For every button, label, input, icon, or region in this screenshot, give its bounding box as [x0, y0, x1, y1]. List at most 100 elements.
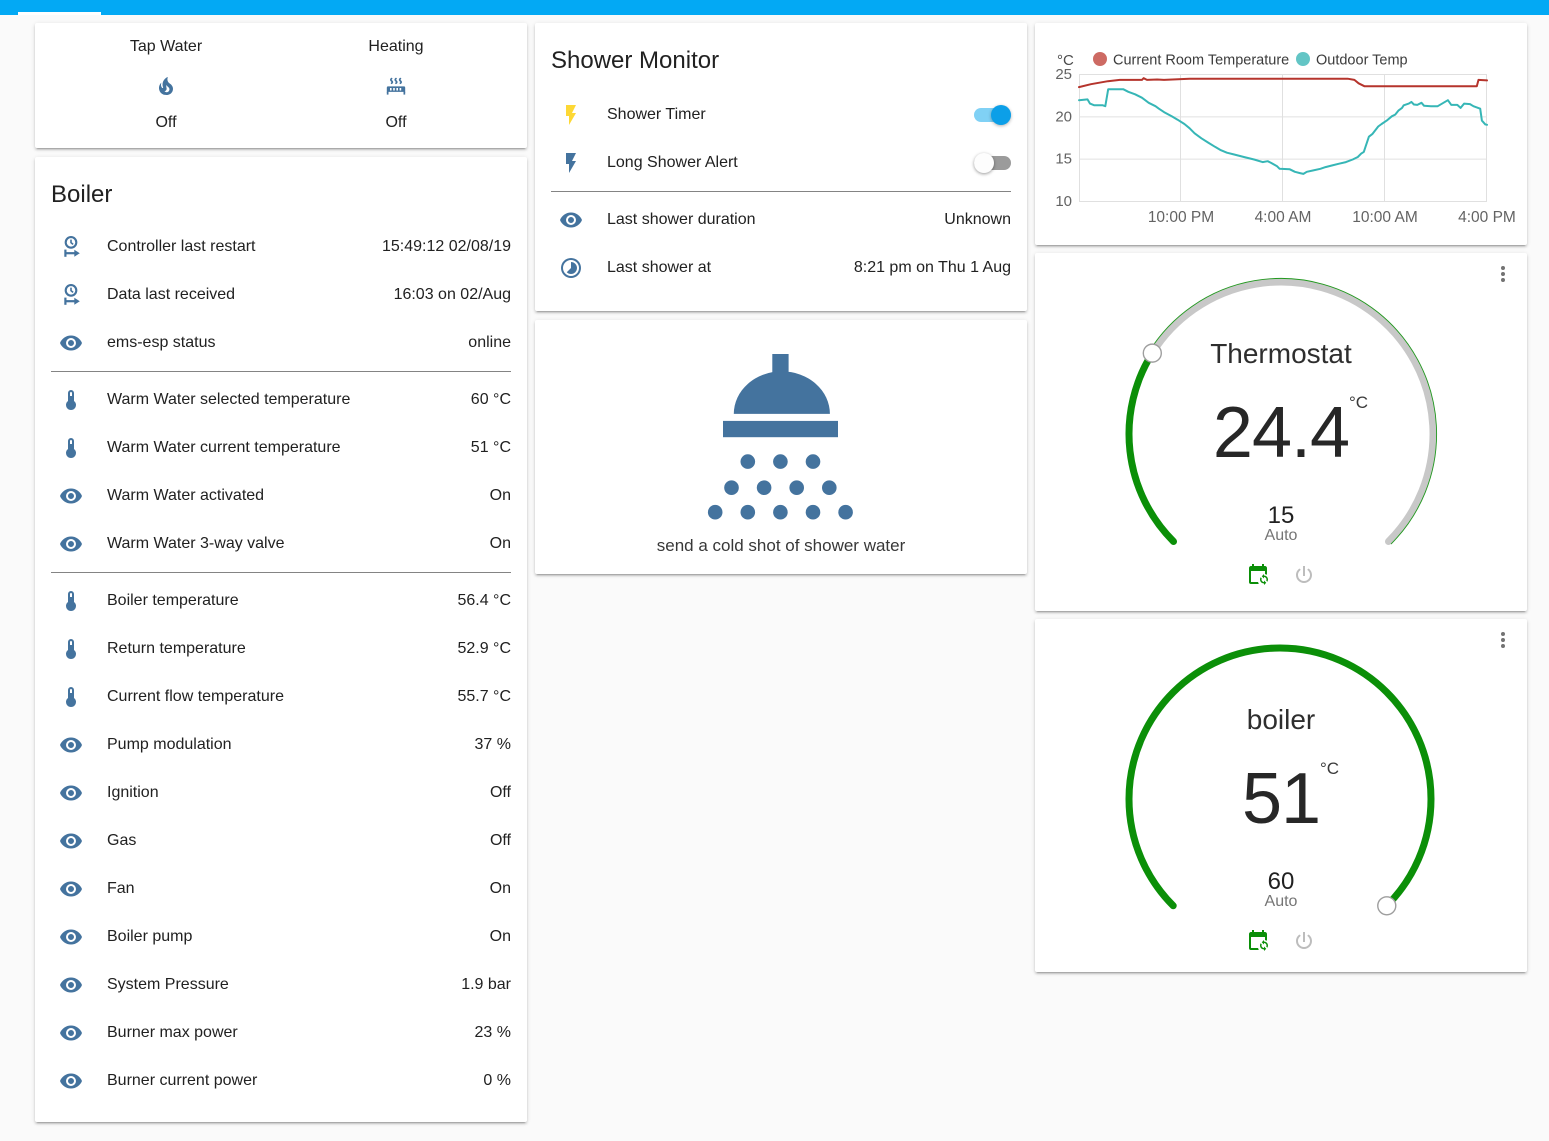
radiator-icon [384, 74, 408, 98]
dial-handle[interactable] [1377, 896, 1397, 916]
boiler-dial-slider[interactable] [1035, 619, 1527, 972]
x-axis-label: 10:00 PM [1148, 209, 1214, 226]
entity-value: 0 % [483, 1072, 511, 1089]
entity-name: Warm Water selected temperature [107, 391, 351, 408]
entity-row-pump-modulation[interactable]: Pump modulation 37 % [51, 721, 511, 769]
dial-handle[interactable] [1142, 343, 1162, 363]
entity-name: Burner max power [107, 1024, 238, 1041]
entity-value: 37 % [474, 736, 511, 753]
entity-name: Last shower duration [607, 211, 756, 228]
calendar-sync-icon[interactable] [1246, 563, 1270, 587]
entity-row-warm-water-activated[interactable]: Warm Water activated On [51, 472, 511, 520]
thermostat-card: Thermostat 24.4 °C 15 Auto [1035, 253, 1527, 611]
thermometer-icon [51, 388, 91, 412]
calendar-sync-icon[interactable] [1246, 929, 1270, 953]
flash-icon [551, 103, 591, 127]
x-axis-label: 4:00 AM [1255, 209, 1312, 226]
card-title-boiler: Boiler [51, 181, 113, 208]
entity-row-warm-water-selected-temperature[interactable]: Warm Water selected temperature 60 °C [51, 376, 511, 424]
entity-row-boiler-temperature[interactable]: Boiler temperature 56.4 °C [51, 577, 511, 625]
card-title-shower-monitor: Shower Monitor [551, 47, 720, 74]
chart-gridlines [1079, 74, 1487, 202]
glance-entity-name: Tap Water [129, 38, 203, 55]
entity-row-burner-current-power[interactable]: Burner current power 0 % [51, 1057, 511, 1105]
entity-row-warm-water-current-temperature[interactable]: Warm Water current temperature 51 °C [51, 424, 511, 472]
thermostat-dial-slider[interactable] [1035, 253, 1527, 611]
legend-label: Outdoor Temp [1316, 53, 1408, 69]
x-axis-label: 10:00 AM [1352, 209, 1418, 226]
entity-row-warm-water-3-way-valve[interactable]: Warm Water 3-way valve On [51, 520, 511, 568]
entity-row-system-pressure[interactable]: System Pressure 1.9 bar [51, 961, 511, 1009]
more-options-icon[interactable] [1491, 628, 1515, 652]
entity-row-long-shower-alert[interactable]: Long Shower Alert [551, 139, 1011, 187]
eye-icon [51, 829, 91, 853]
glance-item-tap-water[interactable]: Tap Water Off [51, 23, 281, 148]
entity-row-data-last-received[interactable]: Data last received 16:03 on 02/Aug [51, 271, 511, 319]
y-axis-label: 20 [1055, 108, 1072, 125]
dial-track[interactable] [1148, 278, 1437, 545]
power-icon[interactable] [1292, 929, 1316, 953]
shower-head-icon [707, 354, 853, 520]
shower-action-label: send a cold shot of shower water [656, 536, 906, 555]
entity-row-last-shower-duration[interactable]: Last shower duration Unknown [551, 196, 1011, 244]
thermometer-icon [51, 637, 91, 661]
entity-name: Warm Water 3-way valve [107, 535, 285, 552]
more-options-icon[interactable] [1491, 262, 1515, 286]
eye-icon [51, 733, 91, 757]
entity-name: System Pressure [107, 976, 229, 993]
entity-value: 16:03 on 02/Aug [393, 286, 511, 303]
thermostat-mode: Auto [1264, 527, 1298, 544]
entity-row-last-shower-at[interactable]: Last shower at 8:21 pm on Thu 1 Aug [551, 244, 1011, 292]
glance-entity-state: Off [385, 114, 407, 131]
legend-dot [1296, 52, 1310, 66]
boiler-unit: °C [1319, 759, 1340, 778]
power-icon[interactable] [1292, 563, 1316, 587]
eye-icon [551, 208, 591, 232]
boiler-dial-title: boiler [1246, 704, 1316, 735]
entity-row-gas[interactable]: Gas Off [51, 817, 511, 865]
entity-name: Return temperature [107, 640, 246, 657]
legend-dot [1093, 52, 1107, 66]
dial-progress-arc[interactable] [1125, 644, 1435, 910]
entity-row-controller-last-restart[interactable]: Controller last restart 15:49:12 02/08/19 [51, 223, 511, 271]
entity-value: On [489, 928, 511, 945]
glance-item-heating[interactable]: Heating Off [281, 23, 511, 148]
entity-row-current-flow-temperature[interactable]: Current flow temperature 55.7 °C [51, 673, 511, 721]
entity-row-ignition[interactable]: Ignition Off [51, 769, 511, 817]
entity-value: 55.7 °C [457, 688, 511, 705]
clock-start-icon [51, 283, 91, 307]
entity-row-burner-max-power[interactable]: Burner max power 23 % [51, 1009, 511, 1057]
toggle-switch-off[interactable] [974, 153, 1011, 173]
entity-value: On [489, 487, 511, 504]
entity-row-fan[interactable]: Fan On [51, 865, 511, 913]
y-axis-label: 15 [1055, 151, 1072, 168]
entity-row-shower-timer[interactable]: Shower Timer [551, 91, 1011, 139]
eye-icon [51, 484, 91, 508]
entity-name: Gas [107, 832, 137, 849]
shower-monitor-card: Shower Monitor Shower Timer Long Shower A… [535, 23, 1027, 311]
eye-icon [51, 532, 91, 556]
entity-row-boiler-pump[interactable]: Boiler pump On [51, 913, 511, 961]
entity-value: 8:21 pm on Thu 1 Aug [853, 259, 1011, 276]
entity-value: Off [489, 784, 511, 801]
entity-name: Boiler pump [107, 928, 193, 945]
section-divider [51, 572, 511, 573]
flash-icon [551, 151, 591, 175]
active-tab-indicator[interactable] [18, 12, 101, 15]
entity-name: Ignition [107, 784, 159, 801]
entity-row-return-temperature[interactable]: Return temperature 52.9 °C [51, 625, 511, 673]
thermostat-unit: °C [1348, 393, 1369, 412]
eye-icon [51, 1021, 91, 1045]
glance-entity-name: Heating [368, 38, 424, 55]
boiler-dial-card: boiler 51 °C 60 Auto [1035, 619, 1527, 972]
toggle-switch-on[interactable] [974, 105, 1011, 125]
y-axis-unit: °C [1057, 52, 1074, 69]
shower-action-card[interactable]: send a cold shot of shower water [535, 320, 1027, 574]
eye-icon [51, 1069, 91, 1093]
entity-row-ems-esp-status[interactable]: ems-esp status online [51, 319, 511, 367]
dial-progress-arc[interactable] [1125, 349, 1178, 545]
thermostat-current-value: 24.4 [1212, 393, 1350, 473]
legend-label: Current Room Temperature [1113, 53, 1289, 69]
section-divider [551, 191, 1011, 192]
entity-value: 52.9 °C [457, 640, 511, 657]
